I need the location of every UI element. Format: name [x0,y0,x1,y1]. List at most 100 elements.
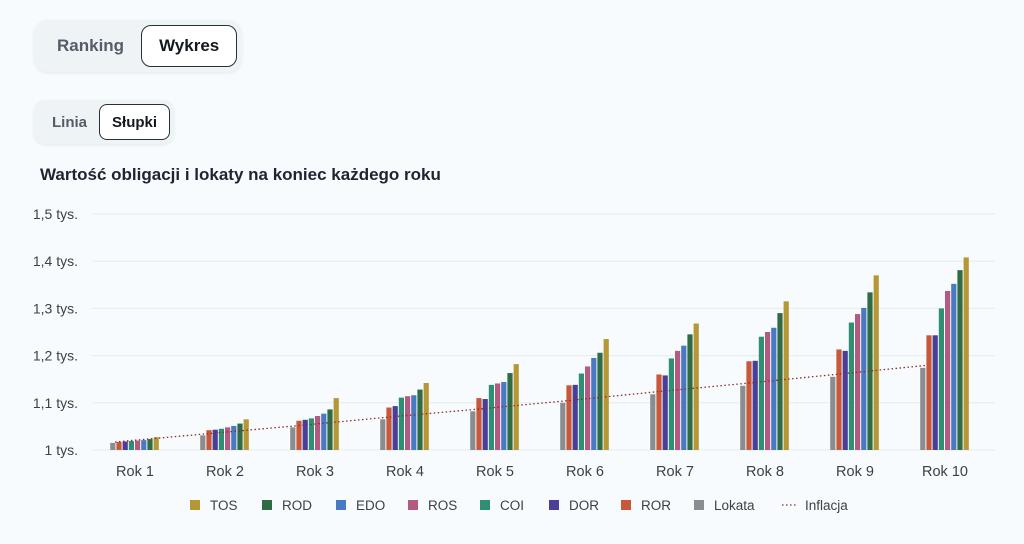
bar-edo [681,345,687,450]
bar-edo [951,283,957,450]
bar-coi [758,336,764,450]
bar-coi [398,397,404,450]
bar-coi [488,384,494,450]
legend-label: ROR [641,498,671,513]
bar-tos [423,382,429,450]
bar-edo [501,382,507,450]
bar-ror [746,361,752,450]
bar-dor [752,360,758,450]
inflation-line [114,364,926,443]
legend-marker-lokata [694,500,704,510]
bar-tos [873,275,879,450]
bar-dor [932,335,938,450]
bar-lokata [740,385,746,450]
legend-marker-tos [190,500,200,510]
bar-coi [218,428,224,450]
bar-ror [926,335,932,450]
x-tick-label: Rok 8 [746,464,784,480]
bar-ros [675,350,681,450]
bar-ror [476,398,482,450]
x-tick-label: Rok 9 [836,464,874,480]
bar-lokata [560,402,566,450]
view-switcher: Ranking Wykres [34,20,243,72]
bar-lokata [830,376,836,450]
legend-label: EDO [356,498,385,513]
bar-ror [836,349,842,450]
chart-title: Wartość obligacji i lokaty na koniec każ… [40,165,441,184]
bar-dor [842,350,848,450]
bar-edo [861,307,867,450]
bar-edo [141,440,147,450]
legend-label: TOS [210,498,238,513]
x-tick-label: Rok 10 [922,464,968,480]
bar-tos [603,339,609,450]
y-tick-label: 1,3 tys. [33,300,78,316]
tab-ranking[interactable]: Ranking [57,36,125,55]
y-tick-label: 1 tys. [45,442,78,458]
bar-dor [392,406,398,450]
bar-rod [507,373,513,450]
bar-dor [212,429,218,450]
bar-coi [938,308,944,450]
legend-label: Lokata [714,498,755,513]
legend-marker-rod [262,500,272,510]
bar-lokata [200,435,206,450]
bar-coi [668,358,674,450]
bar-coi [848,322,854,450]
bar-ror [116,441,122,450]
legend-marker-ror [621,500,631,510]
bar-edo [771,327,777,450]
bar-lokata [920,367,926,450]
legend-label: DOR [569,498,599,513]
y-tick-label: 1,2 tys. [33,348,78,364]
bar-tos [963,257,969,450]
x-tick-label: Rok 6 [566,464,604,480]
bar-lokata [470,411,476,450]
bar-rod [867,292,873,450]
bar-dor [302,419,308,450]
bar-edo [321,413,327,450]
tab-wykres[interactable]: Wykres [141,25,238,67]
bar-dor [482,399,488,450]
legend-label: ROS [428,498,457,513]
bar-ror [386,407,392,450]
bar-tos [333,398,339,450]
bar-dor [122,441,128,450]
bar-rod [777,313,783,450]
bar-ros [855,314,861,450]
bar-dor [662,375,668,450]
bar-ros [495,383,501,450]
legend-label: ROD [282,498,312,513]
bar-chart: 1 tys. 1,1 tys. 1,2 tys. 1,3 tys. 1,4 tys. 1,… [33,206,995,513]
bar-edo [231,425,237,450]
bar-lokata [110,442,116,450]
x-tick-label: Rok 7 [656,464,694,480]
bar-tos [513,364,519,450]
bar-ros [945,290,951,450]
y-tick-label: 1,1 tys. [33,395,78,411]
legend-label: COI [500,498,524,513]
x-tick-label: Rok 5 [476,464,514,480]
legend-marker-ros [408,500,418,510]
bar-ror [566,385,572,450]
bar-ros [765,332,771,450]
bar-ros [225,427,231,450]
bar-ror [656,374,662,450]
bar-dor [572,384,578,450]
x-tick-label: Rok 3 [296,464,334,480]
bar-edo [591,357,597,450]
legend-marker-dor [549,500,559,510]
x-tick-label: Rok 2 [206,464,244,480]
chart-type-switcher: Linia Słupki [34,100,175,144]
bar-rod [327,409,333,450]
bar-rod [147,439,153,450]
tab-linia[interactable]: Linia [52,113,88,131]
y-tick-label: 1,5 tys. [33,206,78,222]
bar-tos [693,323,699,450]
bar-ror [296,420,302,450]
tab-slupki[interactable]: Słupki [99,104,171,140]
bar-ror [206,430,212,450]
bar-rod [597,352,603,450]
bar-ros [315,416,321,450]
bar-lokata [380,419,386,450]
